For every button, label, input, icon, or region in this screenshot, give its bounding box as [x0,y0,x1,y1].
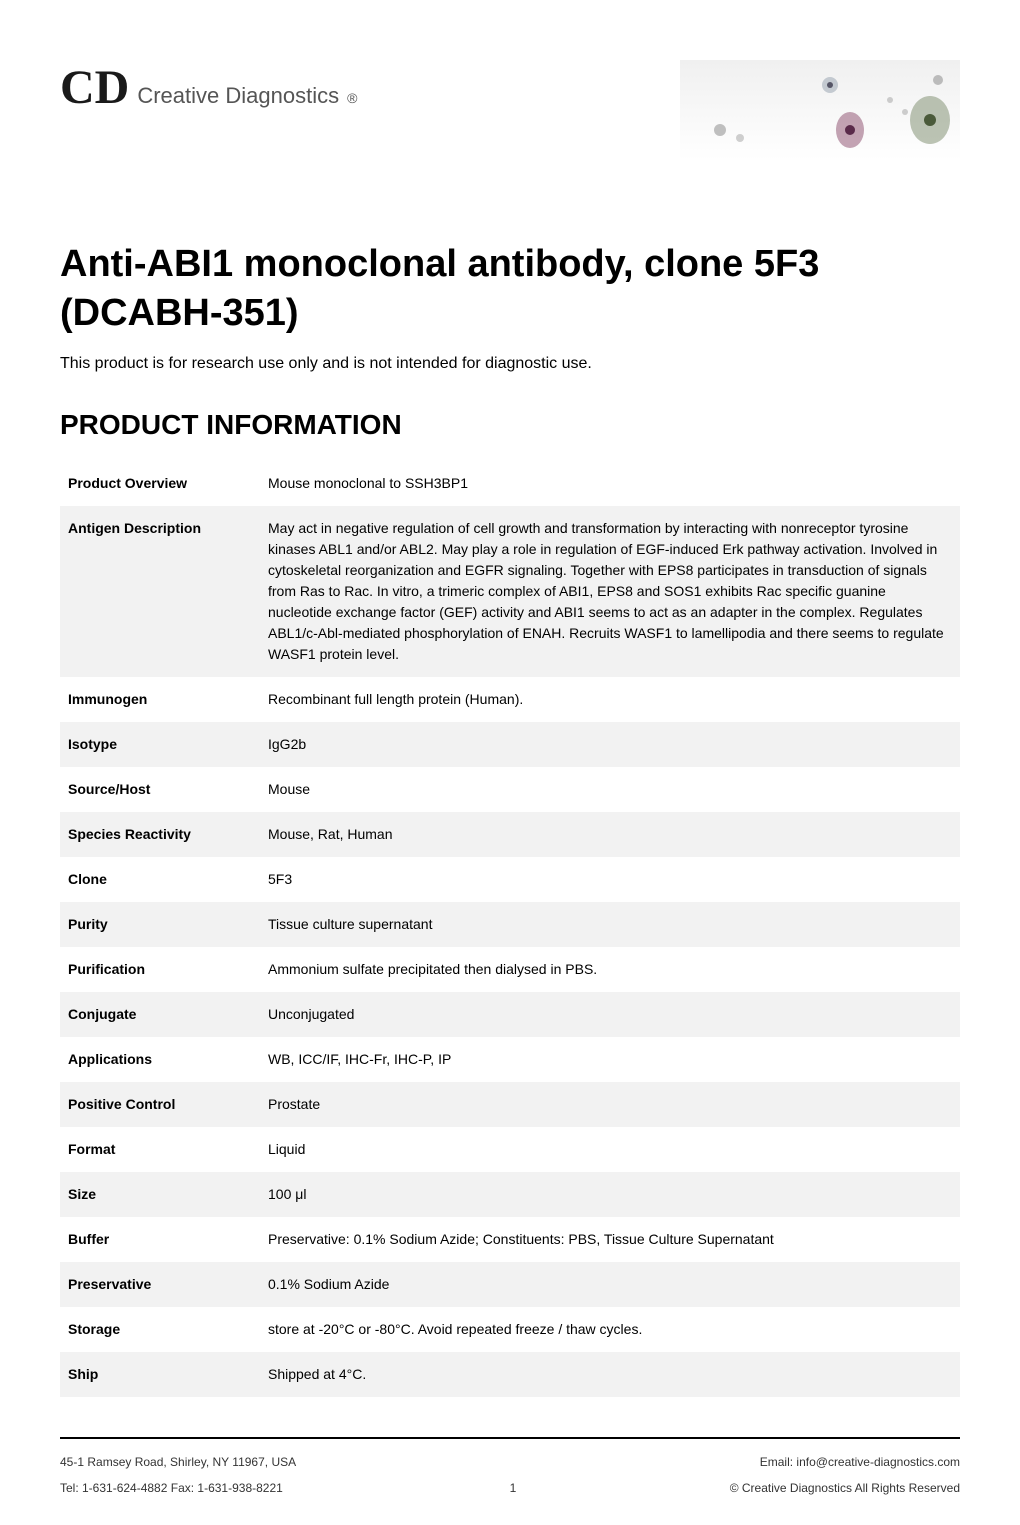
row-label: Size [60,1172,260,1217]
row-label: Source/Host [60,767,260,812]
page-container: CD Creative Diagnostics ® Anti-ABI1 mono… [0,0,1020,1525]
row-label: Immunogen [60,677,260,722]
row-label: Preservative [60,1262,260,1307]
table-row: Ship Shipped at 4°C. [60,1352,960,1397]
row-value: Liquid [260,1127,960,1172]
row-label: Ship [60,1352,260,1397]
table-row: Conjugate Unconjugated [60,992,960,1037]
row-value: 5F3 [260,857,960,902]
product-info-tbody: Product Overview Mouse monoclonal to SSH… [60,461,960,1397]
row-value: May act in negative regulation of cell g… [260,506,960,677]
footer-page-number: 1 [510,1481,517,1495]
logo-cd: CD [60,60,129,115]
row-label: Applications [60,1037,260,1082]
table-row: Buffer Preservative: 0.1% Sodium Azide; … [60,1217,960,1262]
table-row: Source/Host Mouse [60,767,960,812]
footer-divider [60,1437,960,1439]
table-row: Purification Ammonium sulfate precipitat… [60,947,960,992]
research-use-notice: This product is for research use only an… [60,355,960,373]
footer-copyright: © Creative Diagnostics All Rights Reserv… [730,1481,960,1495]
footer: 45-1 Ramsey Road, Shirley, NY 11967, USA… [60,1455,960,1495]
table-row: Species Reactivity Mouse, Rat, Human [60,812,960,857]
row-value: Ammonium sulfate precipitated then dialy… [260,947,960,992]
table-row: Storage store at -20°C or -80°C. Avoid r… [60,1307,960,1352]
footer-address: 45-1 Ramsey Road, Shirley, NY 11967, USA [60,1455,296,1469]
row-value: IgG2b [260,722,960,767]
row-label: Antigen Description [60,506,260,677]
table-row: Applications WB, ICC/IF, IHC-Fr, IHC-P, … [60,1037,960,1082]
product-title: Anti-ABI1 monoclonal antibody, clone 5F3… [60,240,960,339]
row-label: Purification [60,947,260,992]
row-value: 0.1% Sodium Azide [260,1262,960,1307]
row-value: WB, ICC/IF, IHC-Fr, IHC-P, IP [260,1037,960,1082]
footer-right: Email: info@creative-diagnostics.com © C… [730,1455,960,1495]
row-label: Storage [60,1307,260,1352]
row-value: Mouse monoclonal to SSH3BP1 [260,461,960,506]
row-label: Purity [60,902,260,947]
row-label: Species Reactivity [60,812,260,857]
table-row: Preservative 0.1% Sodium Azide [60,1262,960,1307]
product-info-table: Product Overview Mouse monoclonal to SSH… [60,461,960,1397]
row-value: Preservative: 0.1% Sodium Azide; Constit… [260,1217,960,1262]
header-graphic [680,60,960,160]
table-row: Purity Tissue culture supernatant [60,902,960,947]
row-value: Mouse, Rat, Human [260,812,960,857]
section-title-product-info: PRODUCT INFORMATION [60,409,960,441]
row-label: Positive Control [60,1082,260,1127]
footer-email: Email: info@creative-diagnostics.com [730,1455,960,1469]
row-label: Conjugate [60,992,260,1037]
logo-company-text: Creative Diagnostics [137,83,339,109]
row-value: store at -20°C or -80°C. Avoid repeated … [260,1307,960,1352]
row-value: Tissue culture supernatant [260,902,960,947]
title-line-1: Anti-ABI1 monoclonal antibody, clone 5F3 [60,243,819,285]
row-label: Isotype [60,722,260,767]
row-value: Recombinant full length protein (Human). [260,677,960,722]
footer-left: 45-1 Ramsey Road, Shirley, NY 11967, USA… [60,1455,296,1495]
row-value: Unconjugated [260,992,960,1037]
row-value: Shipped at 4°C. [260,1352,960,1397]
table-row: Clone 5F3 [60,857,960,902]
row-value: Prostate [260,1082,960,1127]
footer-tel: Tel: 1-631-624-4882 Fax: 1-631-938-8221 [60,1481,296,1495]
table-row: Positive Control Prostate [60,1082,960,1127]
header-cells-icon [680,60,960,160]
row-label: Clone [60,857,260,902]
row-label: Format [60,1127,260,1172]
row-value: 100 μl [260,1172,960,1217]
title-line-2: (DCABH-351) [60,292,299,334]
row-label: Buffer [60,1217,260,1262]
table-row: Isotype IgG2b [60,722,960,767]
table-row: Format Liquid [60,1127,960,1172]
table-row: Size 100 μl [60,1172,960,1217]
header: CD Creative Diagnostics ® [60,60,960,160]
table-row: Product Overview Mouse monoclonal to SSH… [60,461,960,506]
registered-icon: ® [347,90,357,106]
row-value: Mouse [260,767,960,812]
table-row: Antigen Description May act in negative … [60,506,960,677]
logo: CD Creative Diagnostics ® [60,60,357,115]
row-label: Product Overview [60,461,260,506]
table-row: Immunogen Recombinant full length protei… [60,677,960,722]
